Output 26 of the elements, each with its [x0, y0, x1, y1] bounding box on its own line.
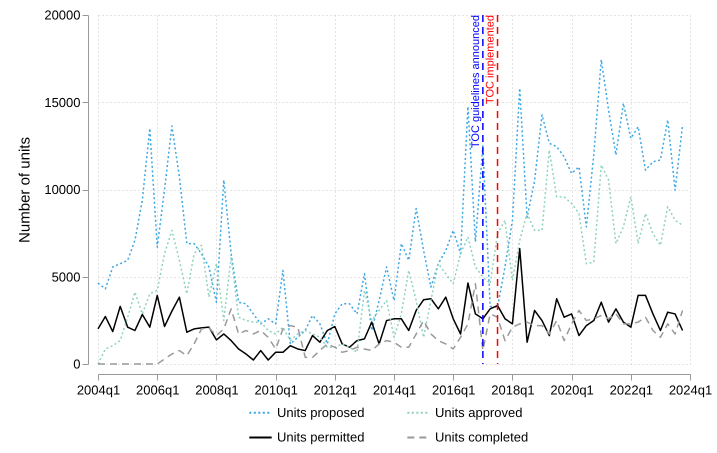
line-series — [97, 248, 684, 361]
legend-label: Units completed — [435, 430, 528, 444]
x-tick-label: 2024q1 — [668, 382, 712, 398]
x-tick-label: 2006q1 — [136, 382, 180, 398]
line-series — [97, 149, 684, 365]
y-tick-label: 0 — [73, 356, 80, 372]
legend-label: Units approved — [435, 404, 522, 420]
ref-line-label: TOC guidelines announced — [470, 15, 482, 148]
x-tick-label: 2004q1 — [76, 382, 120, 398]
y-tick-label: 20000 — [44, 8, 80, 22]
legend-label: Units proposed — [277, 404, 364, 420]
y-tick-label: 5000 — [52, 269, 80, 284]
x-tick-label: 2012q1 — [314, 382, 357, 398]
x-tick-label: 2018q1 — [491, 382, 535, 398]
x-tick-label: 2022q1 — [610, 382, 654, 398]
x-tick-label: 2010q1 — [254, 382, 298, 398]
legend-label: Units permitted — [277, 430, 364, 444]
line-series — [97, 282, 684, 365]
x-tick-label: 2020q1 — [550, 382, 594, 398]
y-tick-label: 10000 — [44, 182, 80, 197]
y-axis-title: Number of units — [16, 137, 34, 243]
x-tick-label: 2014q1 — [372, 382, 416, 398]
ref-line-label: TOC implemented — [484, 15, 497, 104]
x-tick-label: 2008q1 — [195, 382, 239, 398]
x-tick-label: 2016q1 — [432, 382, 476, 398]
y-tick-label: 15000 — [44, 94, 80, 110]
